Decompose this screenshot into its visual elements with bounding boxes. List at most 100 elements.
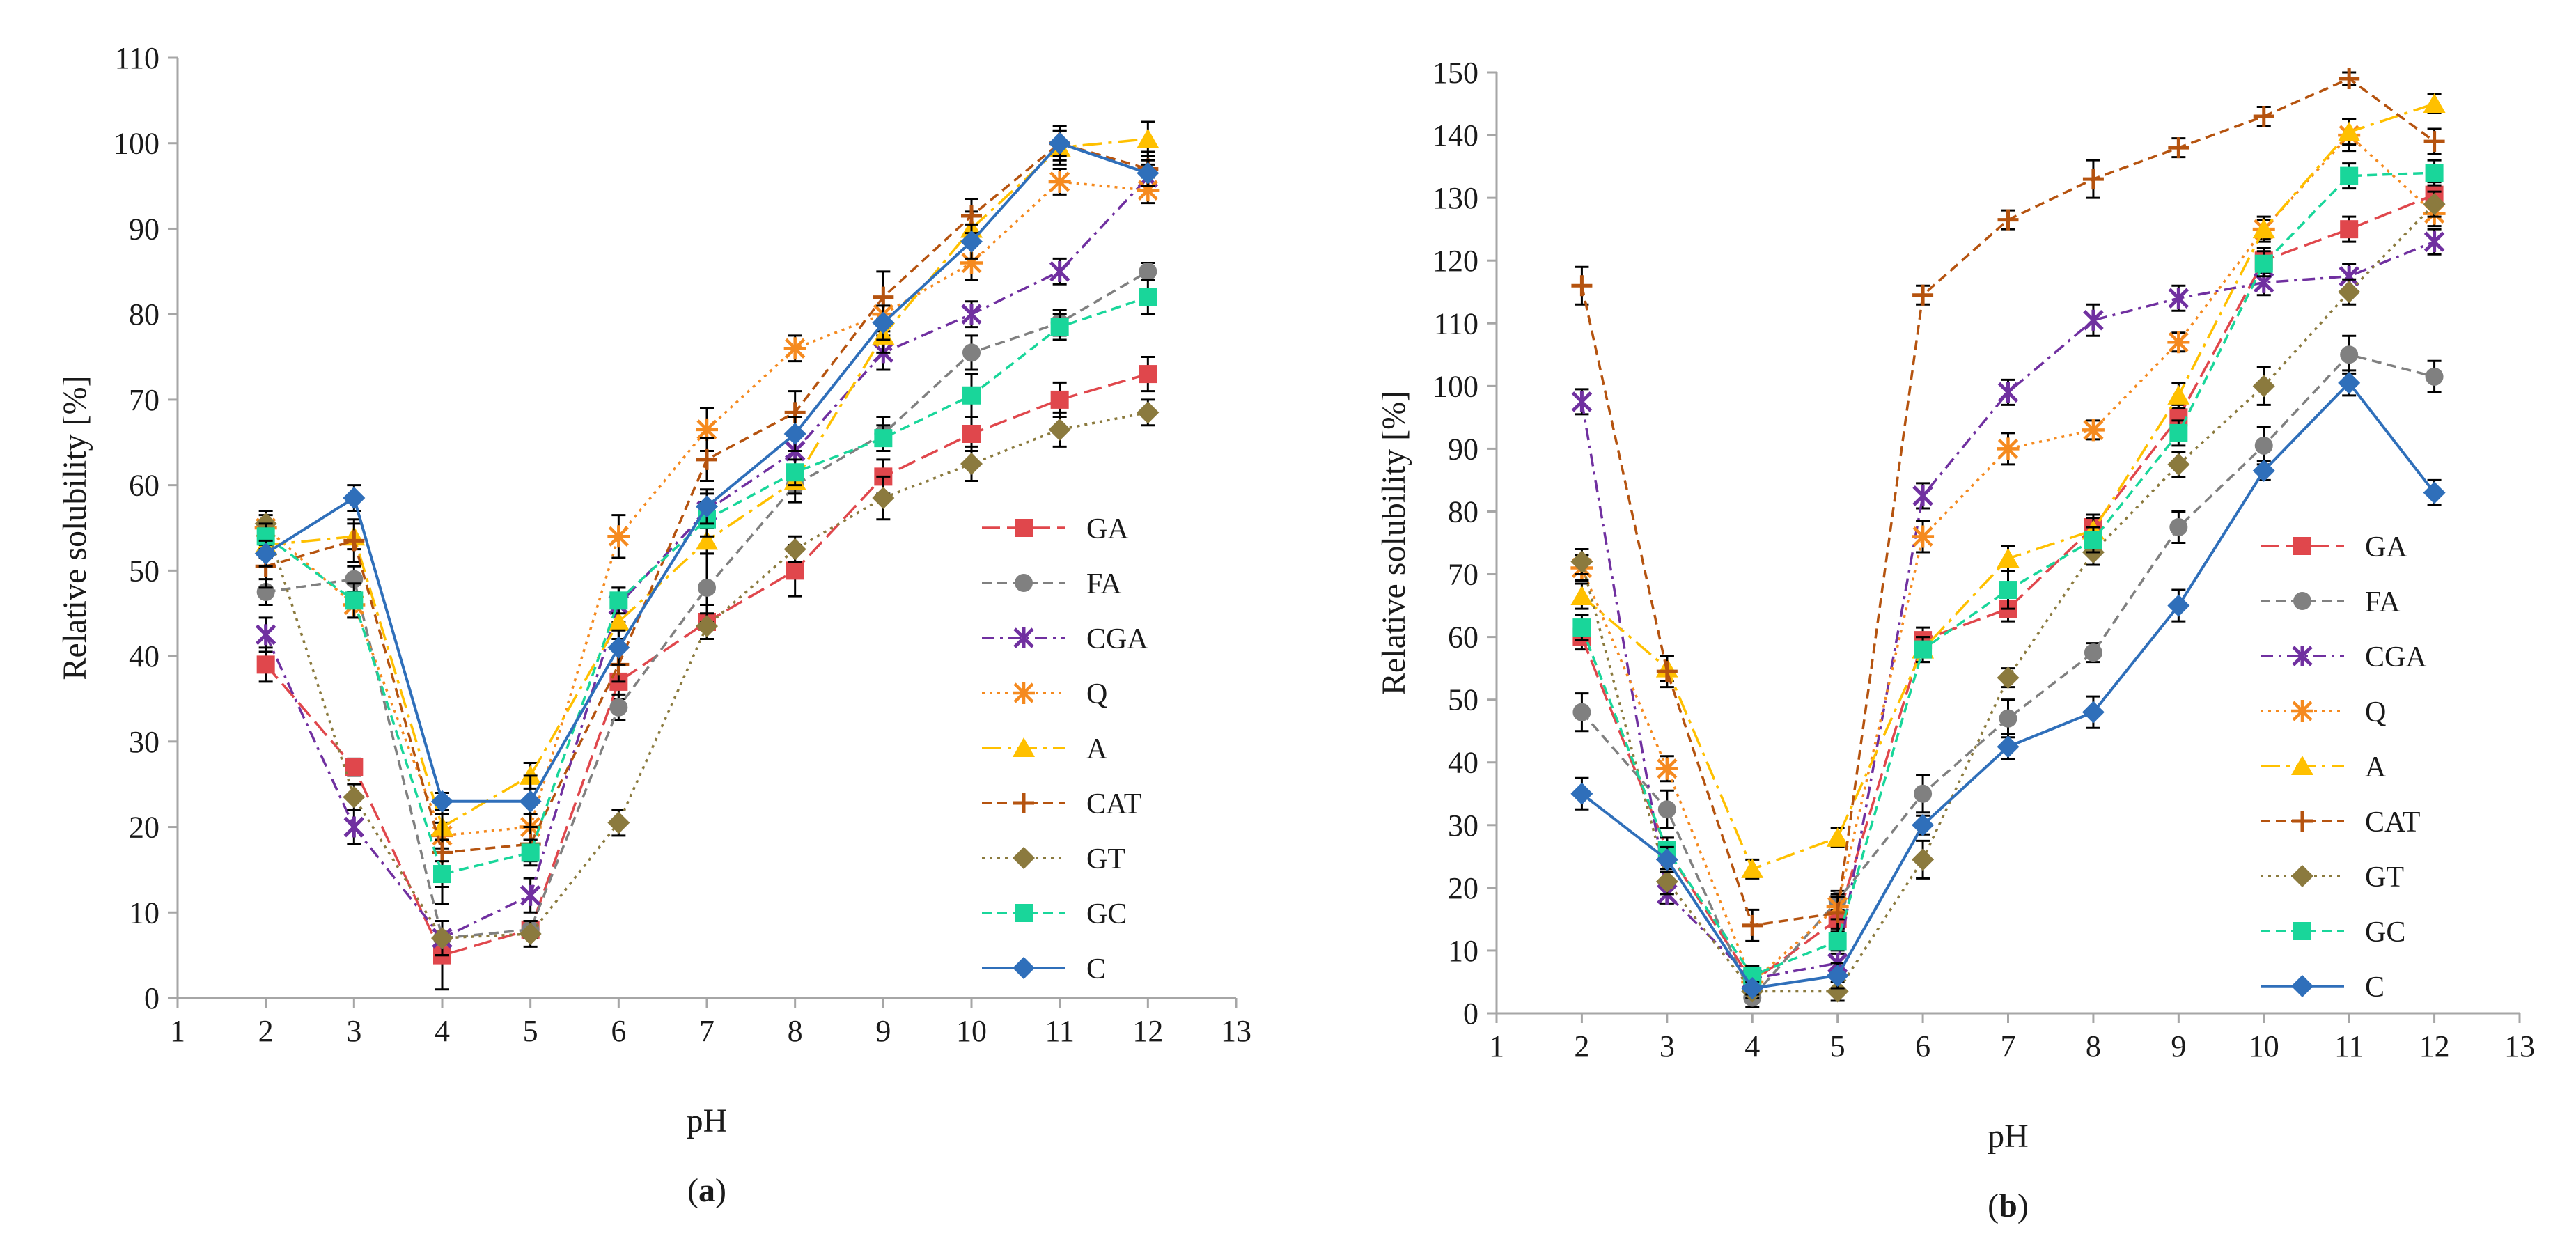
legend-marker-cga: [1013, 627, 1034, 648]
x-tick-label: 1: [1489, 1029, 1504, 1063]
legend-label: CGA: [1086, 623, 1148, 655]
data-point-cat: [1997, 209, 2019, 231]
x-tick-label: 6: [611, 1014, 626, 1048]
data-point-fa: [1572, 703, 1591, 721]
x-tick-label: 6: [1915, 1029, 1930, 1063]
data-point-gt: [519, 922, 542, 945]
data-point-a: [2252, 219, 2275, 239]
data-point-fa: [962, 343, 981, 362]
legend-item-c: C: [2261, 971, 2384, 1004]
data-point-cat: [1912, 284, 1934, 306]
data-point-gt: [2167, 453, 2190, 476]
data-point-cat: [2168, 137, 2189, 159]
data-point-gc: [2169, 423, 2188, 442]
x-tick-label: 2: [1574, 1029, 1589, 1063]
data-point-fa: [2425, 367, 2444, 386]
legend-item-cga: CGA: [2261, 641, 2427, 673]
x-axis-title: pH: [1988, 1118, 2029, 1155]
data-point-c: [960, 230, 983, 253]
legend-marker-c: [2291, 975, 2313, 997]
data-point-q: [2167, 331, 2190, 354]
data-point-gc: [2340, 166, 2359, 185]
x-tick-label: 9: [875, 1014, 891, 1048]
y-tick-label: 60: [1448, 620, 1478, 655]
data-point-cat: [343, 530, 365, 552]
data-point-cga: [1571, 391, 1593, 412]
data-point-fa: [2084, 643, 2102, 662]
y-tick-label: 90: [1448, 432, 1478, 466]
legend-marker-ga: [2293, 537, 2311, 555]
data-point-gt: [431, 927, 453, 950]
data-point-c: [1655, 848, 1678, 871]
data-point-gc: [1139, 288, 1157, 306]
legend-label: C: [2365, 971, 2384, 1004]
y-tick-label: 40: [129, 639, 159, 673]
x-tick-label: 12: [2419, 1029, 2450, 1063]
legend-marker-c: [1013, 957, 1035, 979]
legend-label: A: [1086, 733, 1108, 765]
data-point-a: [696, 530, 718, 550]
data-point-ga: [1050, 390, 1069, 409]
data-point-a: [1137, 128, 1160, 148]
y-tick-label: 0: [1463, 997, 1478, 1031]
data-point-c: [1048, 132, 1071, 155]
data-point-gc: [962, 386, 981, 405]
x-tick-label: 11: [2334, 1029, 2364, 1063]
data-point-cat: [1656, 661, 1678, 682]
legend-marker-fa: [1015, 574, 1033, 592]
series-line-a: [265, 137, 1148, 829]
x-tick-label: 4: [435, 1014, 450, 1048]
data-point-ga: [345, 758, 364, 776]
legend-label: FA: [2365, 586, 2401, 618]
legend-item-q: Q: [2261, 696, 2386, 728]
legend-marker-q: [2291, 700, 2313, 722]
data-point-c: [696, 495, 718, 518]
legend-item-c: C: [982, 953, 1106, 985]
data-point-ga: [1139, 365, 1157, 384]
legend-marker-a: [2291, 756, 2313, 775]
x-tick-label: 3: [346, 1014, 361, 1048]
x-tick-label: 7: [699, 1014, 715, 1048]
data-point-q: [696, 418, 718, 441]
data-point-cga: [343, 816, 365, 838]
data-point-gc: [1828, 932, 1847, 951]
legend-marker-cga: [2292, 646, 2313, 666]
data-point-cga: [255, 624, 276, 646]
series-c: [254, 129, 1160, 829]
data-point-c: [2423, 481, 2446, 504]
data-point-a: [1741, 858, 1764, 878]
data-point-fa: [1914, 784, 1933, 803]
data-point-gt: [783, 538, 806, 561]
legend-label: GA: [1086, 513, 1129, 545]
legend-marker-a: [1013, 737, 1035, 757]
data-point-q: [1912, 525, 1935, 548]
y-tick-label: 30: [1448, 809, 1478, 843]
data-point-c: [1912, 813, 1935, 836]
y-tick-label: 0: [144, 981, 159, 1015]
data-point-ga: [962, 425, 981, 443]
y-tick-label: 10: [1448, 934, 1478, 968]
y-tick-label: 20: [1448, 871, 1478, 905]
x-axis-title: pH: [687, 1102, 728, 1139]
data-point-c: [2082, 701, 2105, 724]
y-tick-label: 90: [129, 212, 159, 246]
data-point-gc: [1050, 318, 1069, 336]
data-point-q: [960, 251, 983, 274]
data-point-cat: [961, 205, 982, 227]
x-tick-label: 8: [788, 1014, 803, 1048]
data-point-gt: [872, 487, 895, 510]
data-point-gt: [960, 452, 983, 475]
data-point-cat: [2253, 106, 2274, 127]
data-point-gc: [345, 591, 364, 610]
legend-marker-gc: [2293, 922, 2311, 940]
data-point-gt: [1997, 666, 2020, 689]
data-point-a: [2423, 93, 2446, 114]
data-point-cga: [2423, 231, 2445, 253]
data-point-q: [607, 525, 630, 548]
legend-label: GT: [2365, 861, 2404, 893]
data-point-c: [254, 542, 277, 565]
y-axis-title: Relative solubility [%]: [56, 375, 93, 680]
legend-item-a: A: [2261, 751, 2387, 783]
